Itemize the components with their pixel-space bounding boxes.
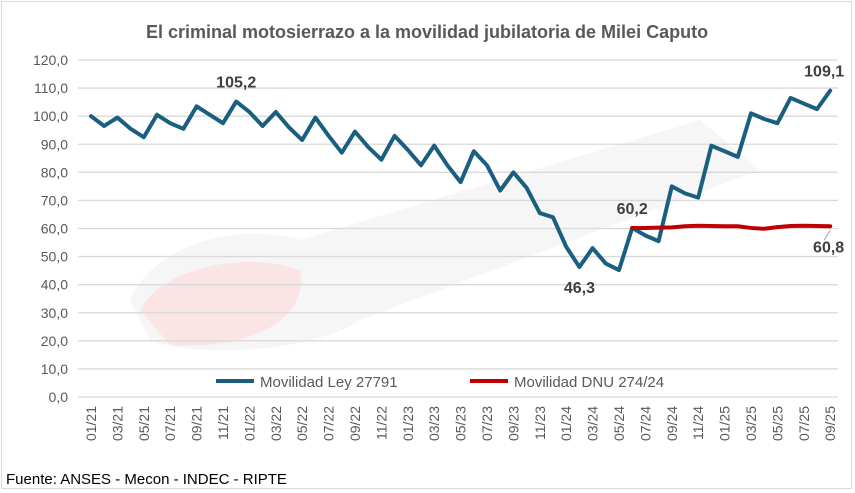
y-tick-label: 90,0	[41, 136, 68, 152]
legend-label-ley: Movilidad Ley 27791	[260, 374, 398, 391]
x-tick-label: 05/22	[294, 406, 310, 441]
y-tick-label: 120,0	[33, 52, 68, 68]
x-tick-label: 03/24	[585, 406, 601, 441]
x-tick-label: 03/21	[109, 406, 125, 441]
legend-label-dnu: Movilidad DNU 274/24	[514, 374, 664, 391]
data-label: 46,3	[564, 280, 595, 297]
x-tick-label: 09/21	[189, 406, 205, 441]
y-tick-label: 70,0	[41, 192, 68, 208]
y-tick-label: 60,0	[41, 221, 68, 237]
y-tick-label: 40,0	[41, 277, 68, 293]
chainsaw-watermark	[130, 120, 760, 351]
x-tick-label: 09/22	[347, 406, 363, 441]
y-tick-label: 100,0	[33, 108, 68, 124]
data-label: 109,1	[804, 64, 844, 81]
x-tick-label: 07/25	[796, 406, 812, 441]
x-tick-label: 11/24	[690, 406, 706, 440]
x-tick-label: 03/25	[743, 406, 759, 441]
x-tick-label: 01/23	[400, 406, 416, 441]
x-tick-label: 01/21	[83, 406, 99, 441]
chart-title: El criminal motosierrazo a la movilidad …	[146, 22, 708, 42]
source-note: Fuente: ANSES - Mecon - INDEC - RIPTE	[6, 471, 287, 488]
y-tick-label: 50,0	[41, 249, 68, 265]
x-tick-label: 07/24	[637, 406, 653, 441]
leader-line	[823, 229, 831, 241]
y-tick-label: 20,0	[41, 333, 68, 349]
y-tick-label: 10,0	[41, 361, 68, 377]
x-tick-label: 05/25	[769, 406, 785, 441]
x-tick-label: 05/21	[136, 406, 152, 441]
x-tick-label: 11/23	[532, 406, 548, 440]
x-tick-label: 09/23	[505, 406, 521, 441]
y-tick-label: 30,0	[41, 305, 68, 321]
x-tick-label: 01/24	[558, 406, 574, 441]
series-line-dnu	[630, 223, 833, 231]
legend: Movilidad Ley 27791 Movilidad DNU 274/24	[216, 374, 664, 391]
x-tick-label: 01/22	[241, 406, 257, 441]
x-tick-label: 07/23	[479, 406, 495, 441]
x-tick-label: 09/24	[664, 406, 680, 441]
x-tick-label: 03/22	[268, 406, 284, 441]
series-line-ley	[89, 88, 833, 273]
x-tick-label: 07/21	[162, 406, 178, 441]
data-label: 60,2	[617, 201, 648, 218]
y-tick-label: 110,0	[34, 80, 68, 96]
x-tick-label: 03/23	[426, 406, 442, 441]
x-tick-label: 05/23	[453, 406, 469, 441]
x-tick-label: 05/24	[611, 406, 627, 441]
x-tick-label: 09/25	[822, 406, 838, 441]
y-tick-label: 0,0	[49, 389, 69, 405]
x-tick-label: 11/22	[373, 406, 389, 440]
data-label: 60,8	[813, 239, 844, 256]
data-label: 105,2	[216, 75, 256, 92]
x-tick-label: 11/21	[215, 406, 231, 440]
x-tick-label: 07/22	[321, 406, 337, 441]
x-tick-label: 01/25	[717, 406, 733, 441]
y-tick-label: 80,0	[41, 164, 68, 180]
